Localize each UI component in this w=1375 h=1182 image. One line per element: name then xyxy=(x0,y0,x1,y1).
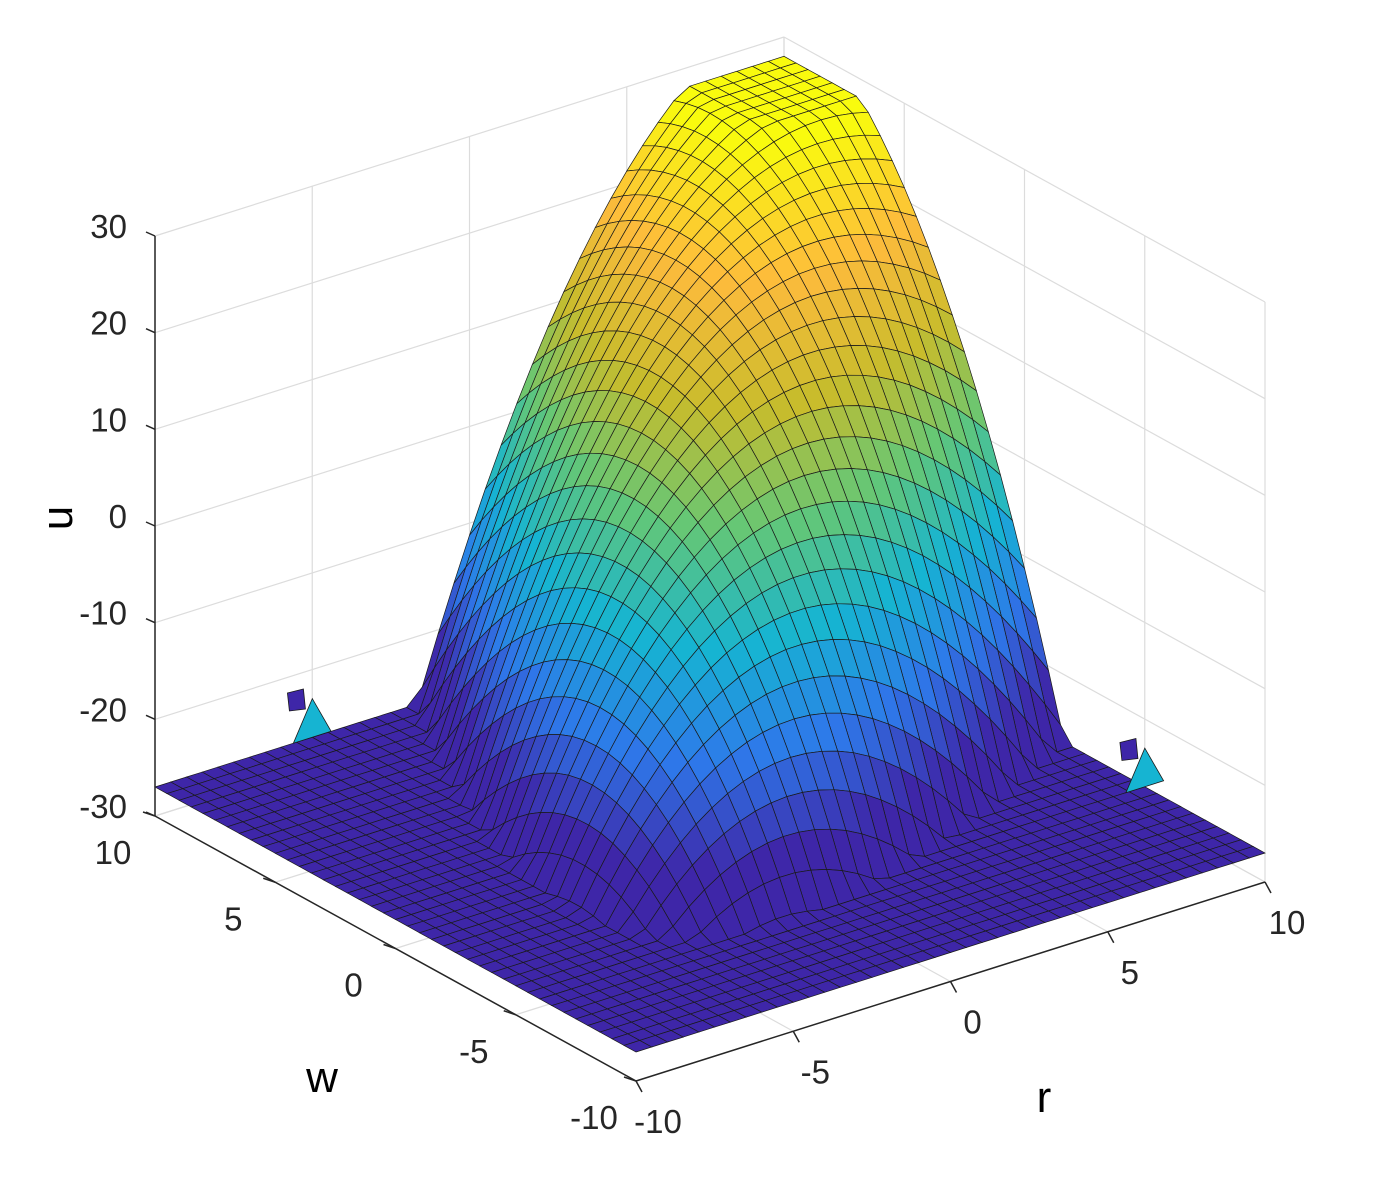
x-tick xyxy=(1107,931,1115,944)
y-tick xyxy=(263,877,276,883)
z-tick xyxy=(145,617,156,624)
z-tick xyxy=(145,327,156,334)
y-tick xyxy=(503,1010,516,1016)
z-tick xyxy=(145,811,156,817)
tick-labels: -10 -5 0 5 10 -10 -5 0 5 10 -30 -20 -10 0 10 20 30 xyxy=(79,208,1305,1140)
z-tick-label: -30 xyxy=(79,788,127,825)
x-axis-label: r xyxy=(1037,1073,1052,1122)
x-tick xyxy=(792,1030,800,1043)
axes-box xyxy=(142,231,1272,1093)
z-axis-label: u xyxy=(33,506,82,530)
y-tick-label: 5 xyxy=(224,900,242,937)
x-tick-label: 5 xyxy=(1121,954,1139,991)
surface-mesh xyxy=(154,55,1266,1053)
z-tick-label: 0 xyxy=(109,498,127,535)
x-tick xyxy=(949,981,958,993)
singularity-spike xyxy=(292,697,332,744)
z-tick-label: 20 xyxy=(90,305,127,342)
y-tick-label: -10 xyxy=(570,1099,618,1136)
x-tick-label: 10 xyxy=(1269,904,1306,941)
y-tick-label: -5 xyxy=(459,1033,488,1070)
y-tick-label: 10 xyxy=(95,834,132,871)
z-tick-label: -10 xyxy=(79,595,127,632)
grid-line xyxy=(154,36,785,237)
grid-line xyxy=(783,36,1266,303)
x-tick-label: -5 xyxy=(801,1053,830,1090)
y-tick xyxy=(623,1076,637,1082)
y-axis-label: w xyxy=(305,1053,338,1102)
x-tick xyxy=(1264,881,1272,894)
x-tick-label: -10 xyxy=(634,1103,682,1140)
y-tick xyxy=(383,943,396,950)
z-tick xyxy=(145,424,156,431)
singularity-spike xyxy=(1125,747,1165,794)
z-tick xyxy=(145,521,156,527)
surface-patch xyxy=(623,1040,653,1053)
z-tick-label: -20 xyxy=(79,691,127,728)
y-tick-label: 0 xyxy=(344,967,362,1004)
z-tick-label: 30 xyxy=(90,208,127,245)
z-tick-label: 10 xyxy=(90,401,127,438)
z-tick xyxy=(145,714,156,721)
singularity-patch xyxy=(286,688,306,712)
singularity-patch xyxy=(1119,737,1139,761)
z-tick xyxy=(145,231,156,237)
x-tick xyxy=(635,1080,643,1093)
x-tick-label: 0 xyxy=(963,1004,981,1041)
